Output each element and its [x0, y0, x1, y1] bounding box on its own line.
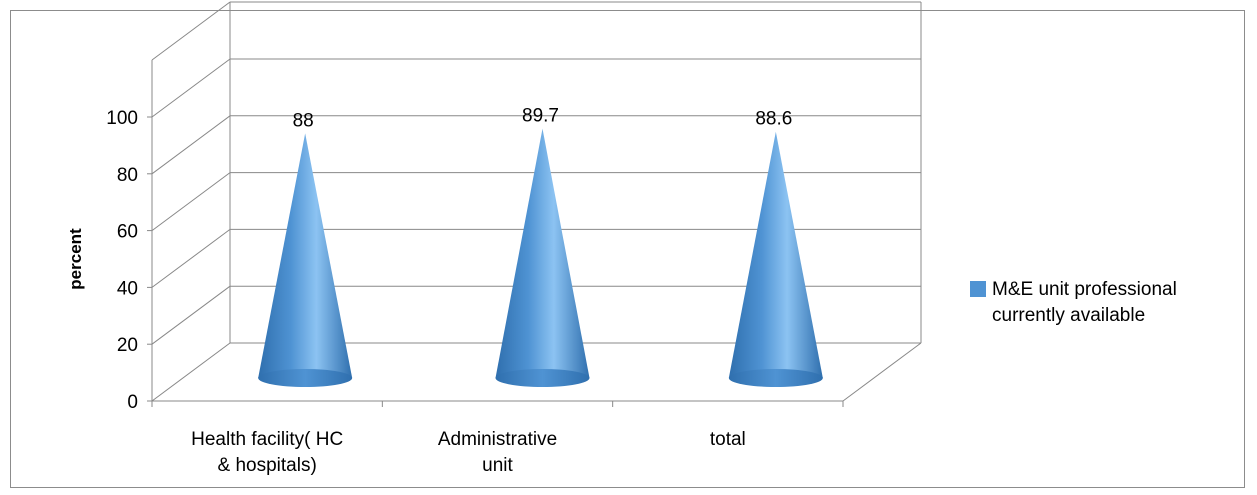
- cone-base: [728, 369, 823, 387]
- y-tick-label: 80: [117, 165, 138, 186]
- legend-label: M&E unit professional: [992, 279, 1177, 300]
- x-tick-label: Health facility( HC: [191, 429, 343, 450]
- data-label: 88: [293, 110, 314, 131]
- legend-swatch: [970, 281, 986, 297]
- cone-base: [258, 369, 353, 387]
- x-tick-label: unit: [482, 455, 513, 476]
- cone-bar: [258, 133, 353, 378]
- x-tick-label: total: [710, 429, 746, 450]
- side-wall-line: [151, 1, 231, 61]
- cone-bar: [495, 128, 590, 378]
- x-tick-label: Administrative: [438, 429, 557, 450]
- y-tick-label: 100: [106, 108, 138, 129]
- legend-label: currently available: [992, 305, 1145, 326]
- y-tick-label: 0: [127, 392, 138, 413]
- data-label: 88.6: [755, 109, 792, 130]
- side-wall-line: [151, 285, 231, 345]
- cone-bar: [728, 131, 823, 378]
- side-wall-line: [151, 172, 231, 232]
- y-axis-label: percent: [66, 228, 85, 290]
- y-tick-label: 60: [117, 222, 138, 243]
- chart-frame: [10, 10, 1245, 488]
- side-wall-line: [151, 228, 231, 288]
- cone-base: [495, 369, 590, 387]
- x-tick-label: & hospitals): [218, 455, 317, 476]
- y-tick-label: 20: [117, 335, 138, 356]
- side-wall-line: [151, 342, 231, 402]
- floor-edge: [842, 342, 922, 402]
- data-label: 89.7: [522, 106, 559, 127]
- side-wall-line: [151, 58, 231, 118]
- y-tick-label: 40: [117, 278, 138, 299]
- side-wall-line: [151, 115, 231, 175]
